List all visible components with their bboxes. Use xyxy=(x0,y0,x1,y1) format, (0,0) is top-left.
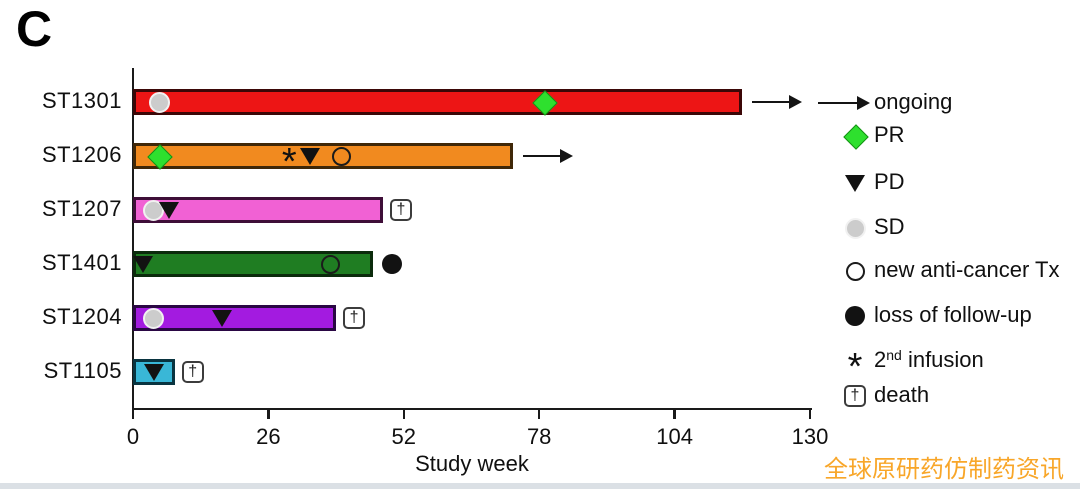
legend-death-icon: † xyxy=(844,385,866,407)
arrow-line xyxy=(523,154,562,158)
x-axis-tick xyxy=(131,410,135,419)
x-axis-title: Study week xyxy=(415,451,529,476)
row-label-st1301: ST1301 xyxy=(41,88,122,113)
legend-label-loss-of-follow-up: loss of follow-up xyxy=(874,302,1032,327)
x-tick-label: 26 xyxy=(256,424,281,449)
legend-label-pd: PD xyxy=(874,169,905,194)
swimmer-bar-st1206 xyxy=(133,143,514,169)
x-axis-tick xyxy=(537,410,541,419)
arrow-line xyxy=(818,101,858,105)
legend-label-part-pre: 2 xyxy=(874,347,887,372)
x-tick-label: 104 xyxy=(656,424,693,449)
marker-new-tx-icon xyxy=(321,254,341,274)
marker-sd-icon xyxy=(148,91,170,113)
legend-label-part-sup: nd xyxy=(886,347,902,363)
legend-label-sd: SD xyxy=(874,214,905,239)
watermark-text: 全球原研药仿制药资讯 xyxy=(824,456,1064,483)
dagger-glyph: † xyxy=(188,363,198,380)
legend-pd-icon xyxy=(845,175,865,192)
marker-death-icon: † xyxy=(181,361,204,383)
marker-sd-icon xyxy=(143,307,165,329)
x-tick-label: 130 xyxy=(791,424,829,449)
marker-new-tx-icon xyxy=(331,146,351,166)
marker-pd-icon xyxy=(300,148,321,165)
row-label-st1401: ST1401 xyxy=(41,250,122,275)
swimmer-bar-st1301 xyxy=(133,89,743,115)
x-axis-tick xyxy=(402,410,406,419)
x-axis-line xyxy=(131,407,812,410)
legend-sd-icon xyxy=(844,217,866,239)
ongoing-arrow-icon xyxy=(752,94,803,110)
marker-death-icon: † xyxy=(389,199,412,221)
x-axis-tick xyxy=(267,410,270,419)
x-tick-label: 78 xyxy=(526,424,552,449)
x-tick-label: 52 xyxy=(391,424,417,449)
legend-new-tx-icon xyxy=(845,261,865,281)
ongoing-arrow-icon xyxy=(523,148,574,164)
dagger-glyph: † xyxy=(396,201,406,218)
marker-second-infusion-icon: * xyxy=(281,141,297,183)
legend-label-arrow: ongoing xyxy=(874,89,953,114)
row-label-st1207: ST1207 xyxy=(41,196,122,221)
arrow-head xyxy=(857,96,870,110)
legend-pr-icon xyxy=(843,124,869,150)
legend-label-second-infusion: 2nd infusion xyxy=(874,347,984,373)
row-label-st1206: ST1206 xyxy=(41,142,122,167)
dagger-glyph: † xyxy=(850,387,860,404)
legend-label-death: death xyxy=(874,382,930,407)
swimmer-bar-st1204 xyxy=(133,305,337,331)
y-axis-line xyxy=(131,68,134,410)
dagger-glyph: † xyxy=(349,309,359,326)
arrow-head xyxy=(789,95,803,109)
panel-label: C xyxy=(16,1,53,57)
x-axis-tick xyxy=(808,410,812,419)
legend-label-part-post: infusion xyxy=(901,347,984,372)
marker-pd-icon xyxy=(133,256,154,273)
arrow-line xyxy=(752,100,791,104)
legend-second-infusion-icon: * xyxy=(847,346,863,388)
arrow-head xyxy=(560,149,574,163)
marker-pd-icon xyxy=(211,310,232,327)
marker-pd-icon xyxy=(143,364,164,381)
marker-pd-icon xyxy=(159,202,180,219)
legend-loss-of-follow-up-icon xyxy=(845,306,865,326)
legend-label-new-tx: new anti-cancer Tx xyxy=(874,257,1060,282)
x-axis-tick xyxy=(673,410,676,419)
marker-loss-of-follow-up-icon xyxy=(381,254,402,274)
x-tick-label: 0 xyxy=(126,424,140,449)
row-label-st1204: ST1204 xyxy=(41,304,122,329)
legend-label-pr: PR xyxy=(874,122,905,147)
marker-death-icon: † xyxy=(343,307,366,329)
row-label-st1105: ST1105 xyxy=(43,358,122,383)
bottom-border-strip xyxy=(0,483,1080,489)
legend-ongoing-arrow-icon xyxy=(818,95,870,111)
